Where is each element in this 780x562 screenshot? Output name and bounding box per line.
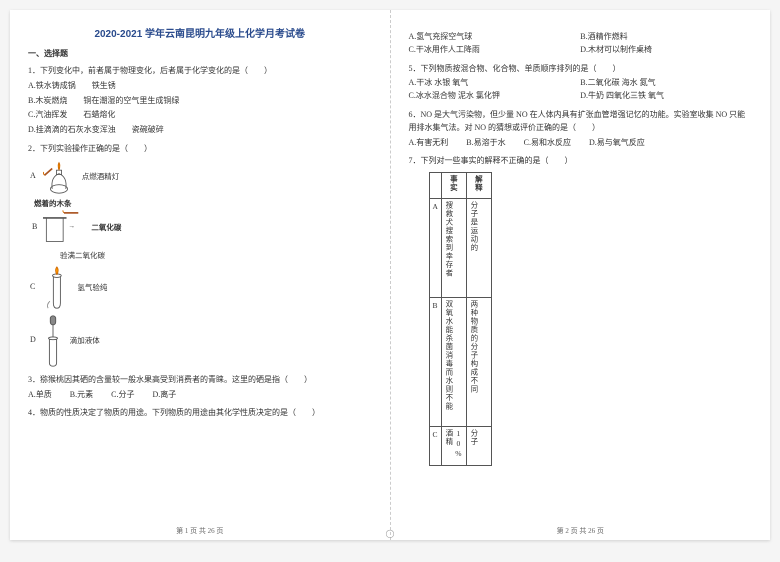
dropper-tube-icon xyxy=(42,314,64,368)
q2-label-d: 滴加液体 xyxy=(70,335,100,347)
q3-stem: 3．猕猴桃因其硒的含量较一般水果高受到消费者的青睐。这里的硒是指（ ） xyxy=(28,374,372,387)
q7-th-blank xyxy=(429,173,441,199)
q4-opt-d: D.木材可以制作桌椅 xyxy=(580,44,752,57)
q7-row-b-explain: 两种物质的分子构成不同 xyxy=(470,300,479,420)
left-column: 2020-2021 学年云南昆明九年级上化学月考试卷 一、选择题 1．下列变化中… xyxy=(10,10,391,540)
q3-opt-d: D.离子 xyxy=(152,389,176,402)
q6-opt-a: A.有害无利 xyxy=(409,137,449,150)
alcohol-lamp-icon xyxy=(42,160,76,194)
q7-row-a-label: A xyxy=(429,199,441,298)
q2-figure-b: 燃着的木条 B → 二氧化碳 验满二氧化碳 xyxy=(30,198,372,262)
right-column: A.氢气充探空气球 B.酒精作燃料 C.干冰用作人工降雨 D.木材可以制作桌椅 … xyxy=(391,10,771,540)
q1-opt-d: D.挂滴滴的石灰水变浑浊 瓷碗破碎 xyxy=(28,124,372,137)
q7-table: 事实 解释 A 搜救犬搜索到幸存者 分子是运动的 B 双氧水能杀菌消毒而水则不能… xyxy=(429,172,492,466)
question-4-opts: A.氢气充探空气球 B.酒精作燃料 C.干冰用作人工降雨 D.木材可以制作桌椅 xyxy=(409,31,753,57)
q2-stem: 2．下列实验操作正确的是（ ） xyxy=(28,143,372,156)
q4-opt-a: A.氢气充探空气球 xyxy=(409,31,581,44)
binder-ring-icon: ◯ xyxy=(386,529,395,538)
q7-row-a-fact: 搜救犬搜索到幸存者 xyxy=(445,201,454,291)
svg-text:→: → xyxy=(69,223,76,230)
q1-opt-a: A.铁水铸成锅 铁生锈 xyxy=(28,80,372,93)
exam-title: 2020-2021 学年云南昆明九年级上化学月考试卷 xyxy=(28,25,372,40)
q5-opt-b: B.二氧化碳 海水 氮气 xyxy=(580,77,752,90)
footer-left: 第 1 页 共 26 页 xyxy=(10,526,390,536)
q2-label-b: 验满二氧化碳 xyxy=(60,250,372,262)
q5-stem: 5．下列物质按混合物、化合物、单质顺序排列的是（ ） xyxy=(409,63,753,76)
q2-figure-d: D 滴加液体 xyxy=(30,314,372,368)
q3-opt-c: C.分子 xyxy=(111,389,134,402)
footer-right: 第 2 页 共 26 页 xyxy=(391,526,771,536)
q4-stem: 4．物质的性质决定了物质的用途。下列物质的用途由其化学性质决定的是（ ） xyxy=(28,407,372,420)
q7-row-c-explain: 分子 xyxy=(470,429,479,459)
q2-label-b-mid: 二氧化碳 xyxy=(91,222,121,234)
q6-opt-b: B.易溶于水 xyxy=(466,137,505,150)
opt-label-b: B xyxy=(32,221,37,234)
q3-opt-b: B.元素 xyxy=(70,389,93,402)
question-5: 5．下列物质按混合物、化合物、单质顺序排列的是（ ） A.干冰 水银 氧气 B.… xyxy=(409,63,753,103)
question-2: 2．下列实验操作正确的是（ ） A 点燃酒精灯 燃着的木条 B xyxy=(28,143,372,368)
q6-stem: 6．NO 是大气污染物，但少量 NO 在人体内具有扩张血管增强记忆的功能。实验室… xyxy=(409,109,753,135)
section-heading: 一、选择题 xyxy=(28,48,372,59)
q7-row-c-fact: 10%酒精 xyxy=(445,429,463,459)
question-4-stem: 4．物质的性质决定了物质的用途。下列物质的用途由其化学性质决定的是（ ） xyxy=(28,407,372,420)
q7-row-b-label: B xyxy=(429,298,441,427)
q5-opt-d: D.牛奶 四氧化三铁 氧气 xyxy=(580,90,752,103)
q2-label-b-top: 燃着的木条 xyxy=(34,198,372,210)
question-6: 6．NO 是大气污染物，但少量 NO 在人体内具有扩张血管增强记忆的功能。实验室… xyxy=(409,109,753,149)
q4-opt-b: B.酒精作燃料 xyxy=(580,31,752,44)
q5-opt-c: C.冰水混合物 泥水 氯化钾 xyxy=(409,90,581,103)
q2-figure-a: A 点燃酒精灯 xyxy=(30,160,372,194)
q1-opt-b: B.木炭燃烧 铜在潮湿的空气里生成铜绿 xyxy=(28,95,372,108)
q5-opt-a: A.干冰 水银 氧气 xyxy=(409,77,581,90)
q2-figure-c: C 氢气验纯 xyxy=(30,266,372,310)
test-tube-flame-icon xyxy=(41,266,71,310)
q7-th-fact: 事实 xyxy=(449,175,458,192)
q4-opt-c: C.干冰用作人工降雨 xyxy=(409,44,581,57)
question-3: 3．猕猴桃因其硒的含量较一般水果高受到消费者的青睐。这里的硒是指（ ） A.单质… xyxy=(28,374,372,402)
q7-row-c-label: C xyxy=(429,427,441,466)
q6-opt-c: C.易和水反应 xyxy=(524,137,571,150)
q2-label-a: 点燃酒精灯 xyxy=(82,171,120,183)
q1-opt-c: C.汽油挥发 石蜡熔化 xyxy=(28,109,372,122)
q3-opt-a: A.单质 xyxy=(28,389,52,402)
q6-opt-d: D.易与氧气反应 xyxy=(589,137,645,150)
q2-label-c: 氢气验纯 xyxy=(77,282,107,294)
question-1: 1．下列变化中，前者属于物理变化，后者属于化学变化的是（ ） A.铁水铸成锅 铁… xyxy=(28,65,372,137)
q7-row-a-explain: 分子是运动的 xyxy=(470,201,479,291)
q7-stem: 7．下列对一些事实的解释不正确的是（ ） xyxy=(409,155,753,168)
opt-label-d: D xyxy=(30,334,36,347)
opt-label-c: C xyxy=(30,281,35,294)
opt-label-a: A xyxy=(30,170,36,183)
gas-jar-icon: → xyxy=(43,210,85,246)
question-7: 7．下列对一些事实的解释不正确的是（ ） 事实 解释 A 搜救犬搜索到幸存者 分… xyxy=(409,155,753,466)
q1-stem: 1．下列变化中，前者属于物理变化，后者属于化学变化的是（ ） xyxy=(28,65,372,78)
q7-row-b-fact: 双氧水能杀菌消毒而水则不能 xyxy=(445,300,454,420)
q7-th-explain: 解释 xyxy=(474,175,483,192)
